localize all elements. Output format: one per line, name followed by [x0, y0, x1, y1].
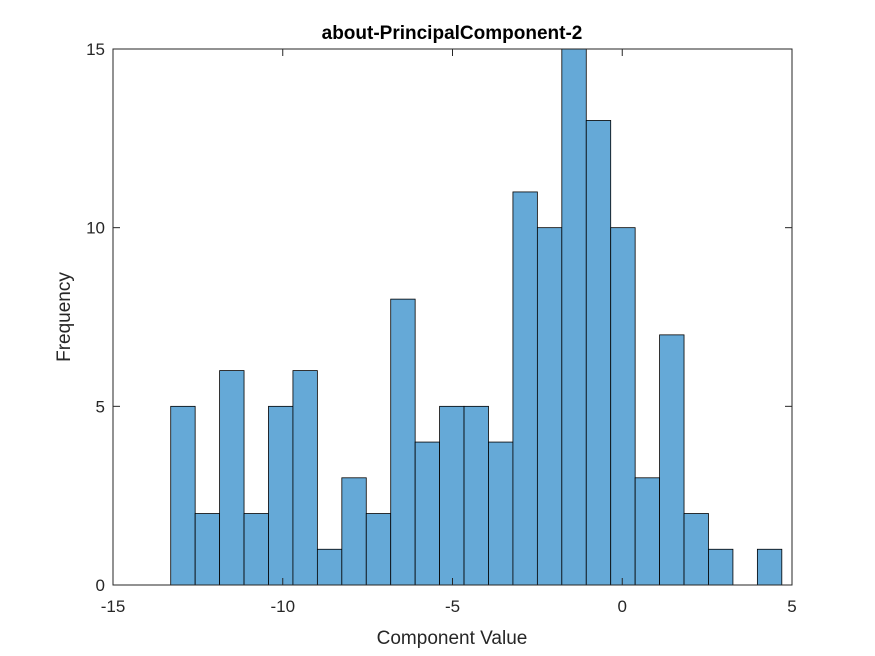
histogram-bar: [708, 548, 734, 586]
x-axis-label: Component Value: [377, 628, 528, 649]
histogram-bar: [414, 441, 440, 586]
y-axis-ticks: 0 5 10 15: [86, 40, 792, 595]
x-axis-ticks: -15 -10 -5 0 5: [101, 49, 797, 616]
x-tick-label: 0: [618, 597, 627, 616]
histogram-bar: [561, 48, 587, 586]
histogram-bar: [365, 513, 392, 586]
histogram-bar: [756, 548, 783, 586]
x-tick-label: 5: [787, 597, 796, 616]
y-tick-label: 15: [86, 40, 105, 59]
histogram-bar: [683, 513, 709, 586]
chart-title: about-PrincipalComponent-2: [322, 23, 583, 44]
histogram-bar: [268, 405, 294, 586]
histogram-bar: [659, 334, 685, 586]
histogram-bar: [512, 191, 538, 586]
histogram-bar: [585, 120, 612, 586]
histogram-bar: [194, 513, 221, 586]
histogram-bar: [170, 405, 196, 586]
histogram-bars: [170, 48, 783, 586]
histogram-bar: [390, 298, 416, 586]
histogram-bar: [243, 513, 269, 586]
y-tick-label: 10: [86, 219, 105, 238]
histogram-bar: [463, 405, 489, 586]
histogram-bar: [292, 370, 318, 586]
histogram-bar: [488, 441, 514, 586]
x-tick-label: -5: [445, 597, 460, 616]
y-tick-label: 5: [96, 397, 105, 416]
histogram-bar: [610, 227, 636, 586]
histogram-bar: [316, 548, 343, 586]
y-axis-label: Frequency: [54, 272, 75, 362]
x-tick-label: -10: [270, 597, 295, 616]
histogram-bar: [219, 370, 245, 586]
histogram-bar: [634, 477, 660, 586]
histogram-bar: [536, 227, 563, 586]
x-tick-label: -15: [101, 597, 126, 616]
histogram-bar: [341, 477, 367, 586]
y-tick-label: 0: [96, 576, 105, 595]
histogram-bar: [439, 405, 465, 586]
